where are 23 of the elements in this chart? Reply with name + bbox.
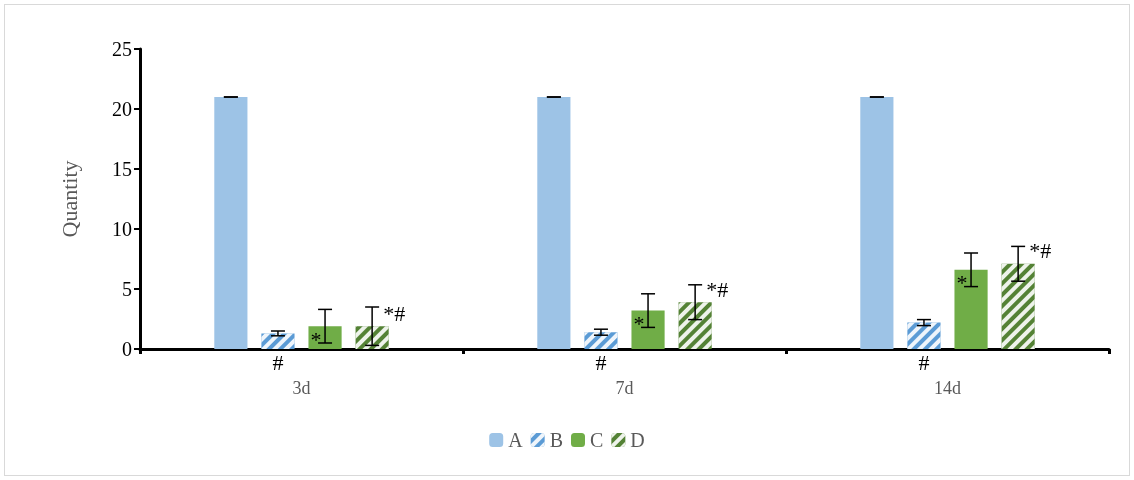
data-label: * [310,326,322,352]
x-tick-label: 3d [292,378,311,398]
y-tick-label: 15 [112,158,132,180]
y-axis-title: Quantity [56,160,82,238]
data-label: # [272,349,284,375]
data-label: *# [383,300,406,326]
data-label: # [918,349,930,375]
legend-label: A [508,429,524,451]
y-tick-label: 25 [112,38,132,60]
y-tick-label: 20 [112,98,132,120]
data-label: * [956,270,968,296]
legend-label: B [549,429,563,451]
data-label: # [595,349,607,375]
x-tick-label: 7d [615,378,634,398]
legend-label: D [630,429,645,451]
y-tick-label: 0 [122,338,132,360]
x-tick-label: 14d [934,378,961,398]
data-label: *# [706,276,729,302]
legend-label: C [590,429,604,451]
data-label: * [633,311,645,337]
data-label: *# [1029,238,1052,264]
y-tick-label: 5 [122,278,132,300]
y-tick-label: 10 [112,218,132,240]
